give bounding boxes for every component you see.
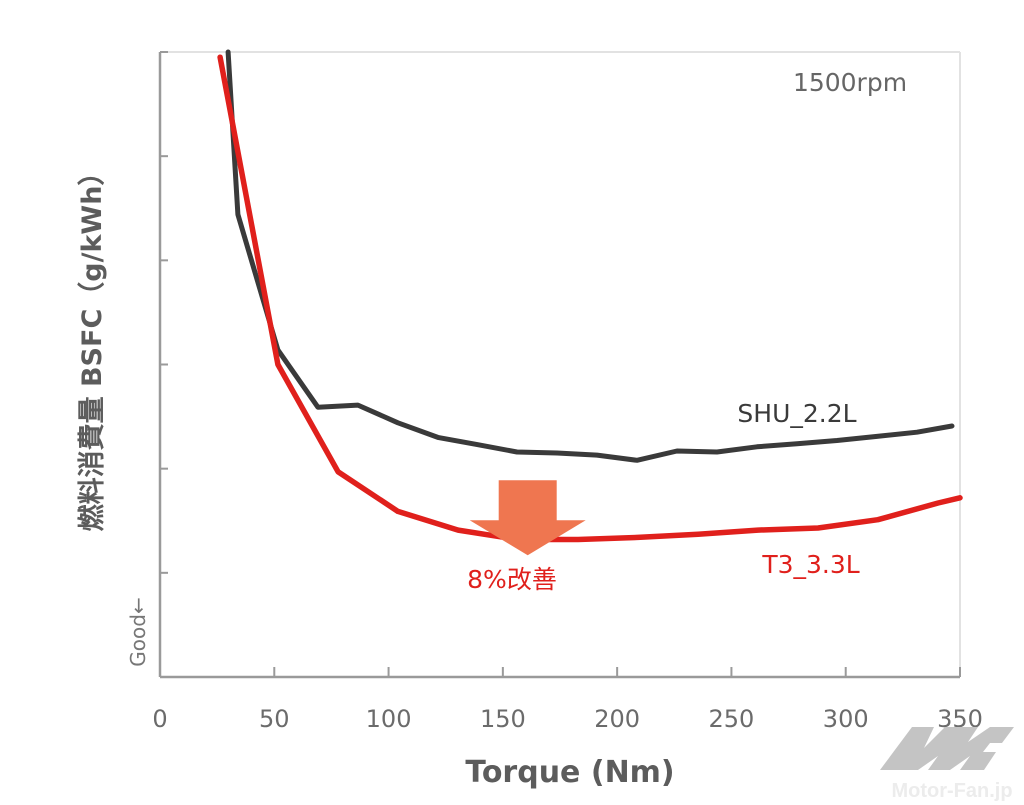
x-tick-label: 200 xyxy=(594,705,640,733)
series xyxy=(217,49,963,543)
plot-frame xyxy=(160,51,961,677)
axes: 0 50 100 150 200 250 300 350 xyxy=(152,51,983,733)
motor-fan-watermark: Motor-Fan.jp xyxy=(880,727,1014,802)
x-tick-label: 0 xyxy=(152,705,167,733)
improvement-label: 8%改善 xyxy=(467,565,557,594)
series-label-t3: T3_3.3L xyxy=(761,550,859,579)
condition-label: 1500rpm xyxy=(793,68,907,97)
series-line-shu xyxy=(225,49,955,463)
watermark-site-text: Motor-Fan.jp xyxy=(891,780,1012,802)
y-axis-title: 燃料消費量 BSFC（g/kWh） xyxy=(77,159,108,532)
annotations: 1500rpm SHU_2.2L T3_3.3L 8%改善 xyxy=(467,68,907,594)
good-direction-label: Good← xyxy=(126,597,150,666)
x-tick-label: 50 xyxy=(259,705,290,733)
axis-labels: Torque (Nm) 燃料消費量 BSFC（g/kWh） Good← xyxy=(77,159,675,790)
watermark-logo-icon xyxy=(880,727,1014,770)
series-line-t3 xyxy=(217,54,963,543)
x-tick-label: 300 xyxy=(823,705,869,733)
x-tick-label: 100 xyxy=(366,705,412,733)
series-label-shu: SHU_2.2L xyxy=(737,399,856,428)
x-axis-title: Torque (Nm) xyxy=(465,755,674,790)
x-tick-label: 150 xyxy=(480,705,526,733)
x-tick-label: 250 xyxy=(709,705,755,733)
down-arrow-icon xyxy=(469,480,586,556)
